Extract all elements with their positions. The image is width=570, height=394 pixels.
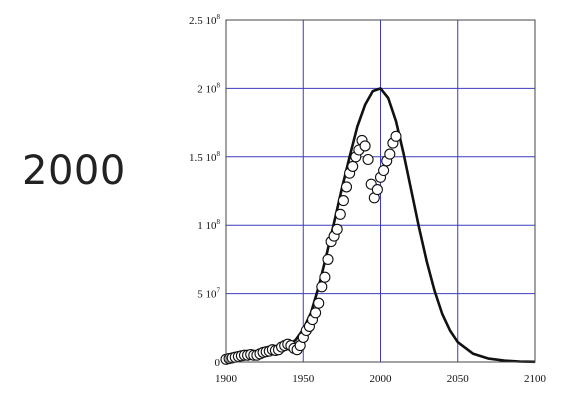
data-point [347, 160, 359, 172]
plot-frame [225, 19, 536, 363]
model-curve-layer [225, 87, 536, 364]
model-curve [225, 87, 536, 364]
data-point [316, 281, 328, 293]
data-point [340, 181, 353, 193]
data-point [322, 253, 334, 265]
y-tick-labels: 0 5 107 1 108 1.5 108 2 108 2.5 108 [189, 13, 221, 369]
y-tick-label: 2.5 108 [189, 13, 221, 27]
y-tick-label: 1 108 [197, 218, 220, 232]
data-point [371, 184, 383, 196]
x-tick-label: 1950 [292, 373, 315, 385]
data-point [337, 195, 349, 207]
data-point [390, 130, 402, 142]
x-tick-label: 2100 [524, 373, 547, 385]
data-point [310, 307, 322, 319]
data-point [384, 148, 396, 160]
data-point [319, 271, 331, 283]
y-tick-label: 2 108 [197, 81, 220, 95]
x-tick-label: 2000 [370, 373, 393, 385]
data-point [313, 297, 325, 309]
data-point [331, 223, 343, 235]
x-tick-label: 1900 [215, 373, 238, 385]
data-points-layer [220, 130, 402, 365]
y-tick-label: 1.5 108 [189, 150, 221, 164]
data-point [334, 208, 346, 220]
x-tick-labels: 1900 1950 2000 2050 2100 [215, 373, 547, 385]
year-label: 2000 [22, 148, 126, 194]
x-tick-label: 2050 [447, 373, 470, 385]
data-point [359, 140, 371, 152]
data-point [362, 153, 374, 166]
y-tick-label: 5 107 [197, 287, 220, 301]
data-point [378, 164, 390, 177]
y-tick-label: 0 [215, 357, 221, 369]
